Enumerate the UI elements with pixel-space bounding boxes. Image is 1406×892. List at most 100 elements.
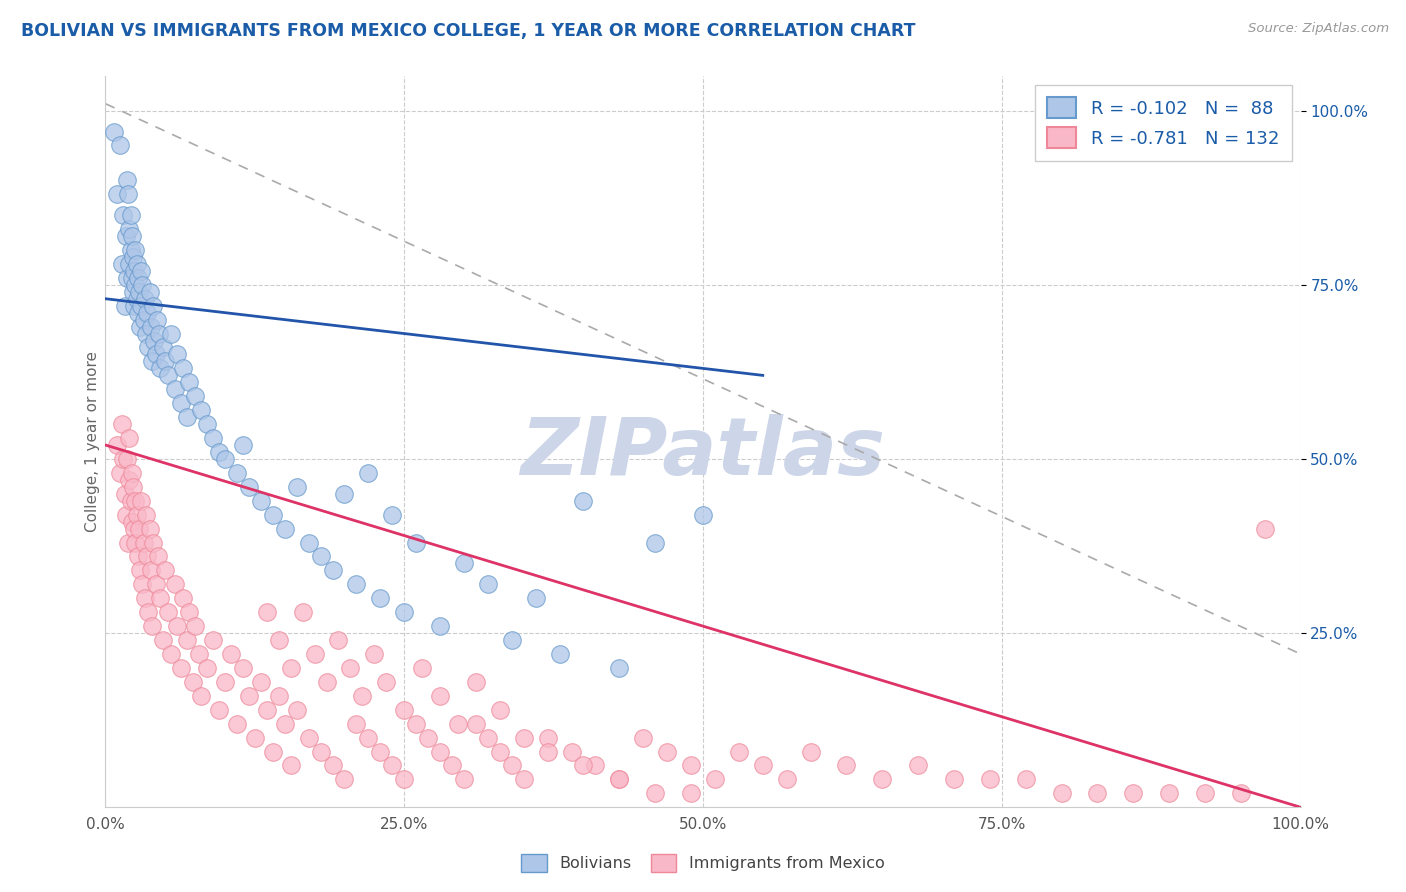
- Point: [166, 347, 188, 361]
- Point: [681, 758, 703, 772]
- Point: [872, 772, 894, 787]
- Point: [138, 605, 160, 619]
- Point: [121, 466, 143, 480]
- Point: [103, 124, 125, 138]
- Point: [108, 466, 131, 480]
- Point: [392, 605, 416, 619]
- Point: [524, 591, 547, 606]
- Point: [607, 772, 630, 787]
- Point: [146, 549, 169, 564]
- Point: [1085, 786, 1108, 800]
- Y-axis label: College, 1 year or more: College, 1 year or more: [84, 351, 100, 532]
- Legend: Bolivians, Immigrants from Mexico: Bolivians, Immigrants from Mexico: [515, 847, 891, 879]
- Point: [139, 563, 162, 577]
- Point: [536, 731, 558, 745]
- Point: [368, 745, 391, 759]
- Point: [256, 703, 278, 717]
- Point: [418, 731, 440, 745]
- Point: [128, 522, 150, 536]
- Point: [907, 758, 929, 772]
- Point: [363, 647, 385, 661]
- Point: [256, 605, 278, 619]
- Point: [121, 229, 143, 244]
- Point: [145, 347, 167, 361]
- Point: [267, 633, 290, 648]
- Point: [513, 731, 536, 745]
- Point: [148, 326, 170, 341]
- Point: [187, 647, 209, 661]
- Point: [122, 480, 145, 494]
- Point: [440, 758, 463, 772]
- Point: [776, 772, 799, 787]
- Point: [328, 633, 350, 648]
- Point: [429, 689, 451, 703]
- Point: [149, 591, 172, 606]
- Point: [477, 577, 499, 591]
- Point: [176, 410, 198, 425]
- Point: [118, 431, 141, 445]
- Point: [156, 605, 179, 619]
- Point: [118, 222, 141, 236]
- Point: [333, 487, 356, 501]
- Point: [381, 508, 404, 522]
- Point: [135, 508, 157, 522]
- Point: [405, 716, 427, 731]
- Point: [352, 689, 374, 703]
- Point: [114, 229, 136, 244]
- Point: [153, 563, 177, 577]
- Point: [111, 417, 134, 431]
- Point: [170, 396, 193, 410]
- Point: [131, 277, 153, 292]
- Point: [285, 480, 308, 494]
- Point: [112, 208, 135, 222]
- Point: [728, 745, 751, 759]
- Point: [368, 591, 391, 606]
- Point: [304, 647, 326, 661]
- Point: [131, 577, 153, 591]
- Point: [1229, 786, 1251, 800]
- Point: [298, 731, 321, 745]
- Text: BOLIVIAN VS IMMIGRANTS FROM MEXICO COLLEGE, 1 YEAR OR MORE CORRELATION CHART: BOLIVIAN VS IMMIGRANTS FROM MEXICO COLLE…: [21, 22, 915, 40]
- Point: [149, 361, 172, 376]
- Point: [163, 382, 186, 396]
- Point: [232, 438, 254, 452]
- Point: [1014, 772, 1036, 787]
- Point: [120, 243, 142, 257]
- Point: [489, 745, 512, 759]
- Point: [114, 299, 136, 313]
- Point: [124, 535, 146, 549]
- Point: [692, 508, 714, 522]
- Point: [108, 138, 131, 153]
- Point: [501, 633, 523, 648]
- Point: [129, 299, 153, 313]
- Point: [129, 264, 153, 278]
- Point: [115, 173, 138, 187]
- Point: [238, 480, 260, 494]
- Point: [115, 270, 138, 285]
- Point: [536, 745, 558, 759]
- Point: [291, 605, 314, 619]
- Point: [124, 243, 146, 257]
- Point: [127, 306, 149, 320]
- Point: [124, 493, 146, 508]
- Point: [141, 619, 163, 633]
- Point: [219, 647, 242, 661]
- Point: [138, 285, 160, 299]
- Point: [214, 674, 236, 689]
- Point: [1159, 786, 1181, 800]
- Text: ZIPatlas: ZIPatlas: [520, 414, 886, 491]
- Point: [321, 758, 344, 772]
- Point: [280, 758, 302, 772]
- Point: [560, 745, 583, 759]
- Point: [153, 354, 177, 368]
- Point: [357, 731, 380, 745]
- Point: [129, 563, 152, 577]
- Point: [129, 319, 152, 334]
- Point: [411, 661, 433, 675]
- Point: [405, 535, 427, 549]
- Point: [799, 745, 821, 759]
- Point: [120, 493, 142, 508]
- Point: [145, 577, 167, 591]
- Point: [298, 535, 321, 549]
- Point: [202, 431, 225, 445]
